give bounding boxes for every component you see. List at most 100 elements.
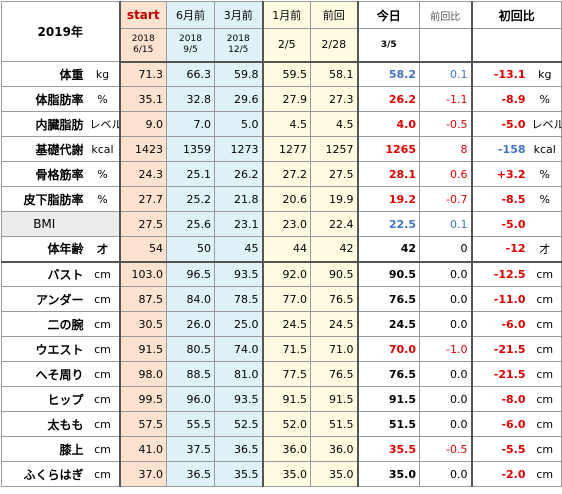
start-value: 37.0 <box>119 461 167 487</box>
row-label: 体重 <box>1 61 87 87</box>
previous-value: 90.5 <box>310 261 359 287</box>
row-label: 内臓脂肪 <box>1 111 87 137</box>
three-months-value: 45 <box>214 236 264 263</box>
prev-ratio-blank <box>419 28 473 63</box>
start-value: 27.7 <box>119 186 167 212</box>
start-value: 71.3 <box>119 61 167 87</box>
prev-ratio-value: 0.0 <box>419 361 473 387</box>
one-month-value: 1277 <box>262 136 311 162</box>
row-unit: レベル <box>86 111 121 137</box>
first-ratio-value: -21.5 <box>471 336 529 362</box>
one-month-value: 44 <box>262 236 311 263</box>
table-row: ふくらはぎ cm 37.0 36.5 35.5 35.0 35.0 35.0 0.0 -2.0 cm <box>1 461 562 487</box>
today-value: 70.0 <box>357 336 420 362</box>
first-ratio-unit: kg <box>528 61 562 87</box>
start-value: 35.1 <box>119 86 167 112</box>
six-months-value: 1359 <box>166 136 215 162</box>
table-row: 皮下脂肪率% 27.7 25.2 21.8 20.6 19.9 19.2 -0.7 -8.5% <box>1 186 562 212</box>
start-value: 41.0 <box>119 436 167 462</box>
first-ratio-unit <box>528 211 562 237</box>
first-ratio-value: -6.0 <box>471 311 529 337</box>
six-months-value: 55.5 <box>166 411 215 437</box>
start-value: 27.5 <box>119 211 167 237</box>
first-ratio-unit: cm <box>528 436 562 462</box>
previous-date: 2/28 <box>310 28 359 63</box>
one-month-value: 52.0 <box>262 411 311 437</box>
header-row-2: 2018 6/15 2018 9/5 2018 12/5 2/5 2/28 3/… <box>2 28 562 63</box>
first-ratio-unit: % <box>528 186 562 212</box>
today-value: 90.5 <box>357 261 420 287</box>
prev-ratio-value: 0.0 <box>419 261 473 287</box>
one-month-value: 24.5 <box>262 311 311 337</box>
row-label: ヒップ <box>1 386 87 412</box>
one-month-value: 91.5 <box>262 386 311 412</box>
three-months-value: 36.5 <box>214 436 264 462</box>
row-unit: % <box>86 186 121 212</box>
row-unit: % <box>86 86 121 112</box>
row-unit: cm <box>86 361 121 387</box>
first-ratio-unit: 才 <box>528 236 562 263</box>
today-value: 4.0 <box>357 111 420 137</box>
previous-value: 42 <box>310 236 359 263</box>
row-label: へそ周り <box>1 361 87 387</box>
six-months-value: 7.0 <box>166 111 215 137</box>
three-months-value: 1273 <box>214 136 264 162</box>
one-month-value: 20.6 <box>262 186 311 212</box>
first-ratio-value: -6.0 <box>471 411 529 437</box>
prev-ratio-value: 0.1 <box>419 61 473 87</box>
six-months-value: 66.3 <box>166 61 215 87</box>
table-row: 体脂肪率% 35.1 32.8 29.6 27.9 27.3 26.2 -1.1 -8.9% <box>1 86 562 112</box>
prev-ratio-value: 0.1 <box>419 211 473 237</box>
first-ratio-unit: cm <box>528 361 562 387</box>
table-row: アンダー cm 87.5 84.0 78.5 77.0 76.5 76.5 0.0 -11.0 cm <box>1 286 562 312</box>
one-month-value: 27.2 <box>262 161 311 187</box>
start-value: 57.5 <box>119 411 167 437</box>
three-months-value: 21.8 <box>214 186 264 212</box>
three-months-value: 35.5 <box>214 461 264 487</box>
six-months-value: 84.0 <box>166 286 215 312</box>
six-months-value: 25.2 <box>166 186 215 212</box>
first-ratio-value: -8.5 <box>471 186 529 212</box>
prev-ratio-value: 0.0 <box>419 386 473 412</box>
previous-value: 4.5 <box>310 111 359 137</box>
first-ratio-value: -5.0 <box>471 211 529 237</box>
previous-value: 76.5 <box>310 361 359 387</box>
first-ratio-value: -12.5 <box>471 261 529 287</box>
row-label: アンダー <box>1 286 87 312</box>
first-ratio-unit: % <box>528 161 562 187</box>
one-month-value: 59.5 <box>262 61 311 87</box>
first-ratio-value: -8.9 <box>471 86 529 112</box>
table-row: 基礎代謝 kcal 1423 1359 1273 1277 1257 1265 8 -158 kca… <box>1 136 562 162</box>
first-ratio-value: -11.0 <box>471 286 529 312</box>
first-ratio-unit: cm <box>528 386 562 412</box>
row-unit <box>86 211 121 237</box>
first-ratio-unit: kcal <box>528 136 562 162</box>
three-months-value: 93.5 <box>214 261 264 287</box>
today-value: 22.5 <box>357 211 420 237</box>
table-row: 内臓脂肪 レベル 9.0 7.0 5.0 4.5 4.5 4.0 -0.5 -5.0 レベル <box>1 111 562 137</box>
previous-value: 24.5 <box>310 311 359 337</box>
row-label: 体年齢 <box>1 236 87 263</box>
previous-header: 前回 <box>310 1 359 29</box>
prev-ratio-value: 0.0 <box>419 311 473 337</box>
header-row-1: 2019年 start 6月前 3月前 1月前 前回 今日 前回比 初回比 <box>1 1 562 62</box>
table-row: バスト cm 103.0 96.5 93.5 92.0 90.5 90.5 0.0 -12.5 cm <box>1 261 562 287</box>
first-ratio-value: -5.5 <box>471 436 529 462</box>
today-value: 91.5 <box>357 386 420 412</box>
three-months-value: 25.0 <box>214 311 264 337</box>
row-unit: cm <box>86 311 121 337</box>
first-ratio-unit: cm <box>528 336 562 362</box>
previous-value: 27.3 <box>310 86 359 112</box>
one-month-value: 77.0 <box>262 286 311 312</box>
row-unit: % <box>86 161 121 187</box>
start-value: 87.5 <box>119 286 167 312</box>
row-unit: cm <box>86 336 121 362</box>
three-months-value: 59.8 <box>214 61 264 87</box>
row-label: バスト <box>1 261 87 287</box>
row-label: 基礎代謝 <box>1 136 87 162</box>
one-month-value: 27.9 <box>262 86 311 112</box>
previous-value: 71.0 <box>310 336 359 362</box>
table-row: 体重 kg 71.3 66.3 59.8 59.5 58.1 58.2 0.1 -13.1 kg <box>1 61 562 87</box>
row-label: ウエスト <box>1 336 87 362</box>
